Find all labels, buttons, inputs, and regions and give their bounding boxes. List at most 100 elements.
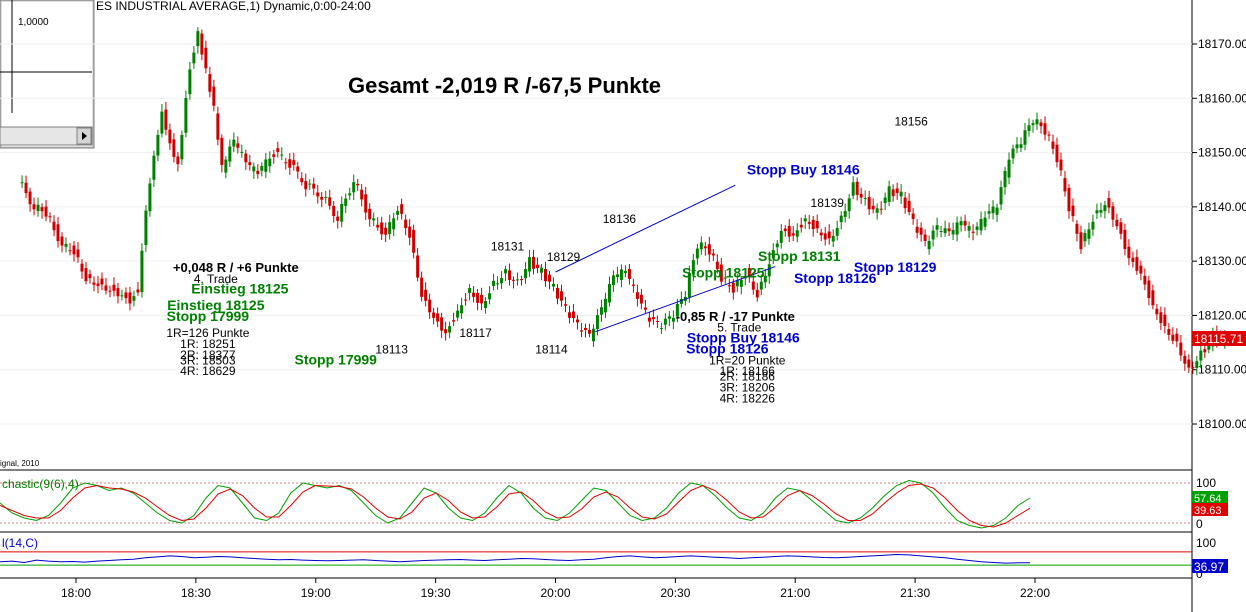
candle-body [1179,342,1183,356]
annotation-label: 3R: 18206 [720,380,776,394]
candle-body [763,275,767,283]
candle-body [460,305,464,314]
candle-body [392,218,396,230]
annotation-label: 4R: 18226 [720,391,776,405]
candle-body [140,250,144,293]
signal-label: ignal, 2010 [0,459,40,468]
candle-body [1103,205,1107,212]
candle-body [623,270,627,274]
trend-channel [555,184,776,333]
candle-body [1019,144,1023,148]
candle-body [276,148,280,152]
candle-body [883,197,887,204]
candle-body [200,33,204,55]
candle-body [348,193,352,196]
candle-body [1051,141,1055,149]
candle-body [675,303,679,317]
candle-body [811,219,815,230]
annotation-label: 18114 [535,342,568,356]
candle-body [36,204,40,212]
candle-body [1067,187,1071,212]
candle-body [544,268,548,282]
annotation-label: 18117 [459,326,492,340]
candle-body [571,311,575,319]
candle-body [40,207,44,212]
candle-body [464,299,468,301]
candle-body [1207,344,1211,350]
candle-body [20,182,24,184]
rsi-value: 36.97 [1194,560,1224,574]
candle-body [52,221,56,231]
stochastic-scale-bottom: 0 [1196,517,1203,531]
candle-body [164,109,168,130]
candle-body [528,257,532,272]
rsi-value-tag [1192,559,1228,573]
candle-body [867,197,871,210]
candle-body [907,200,911,213]
candle-body [400,204,404,214]
candle-body [484,301,488,309]
inset-scrollbar[interactable] [0,126,93,146]
stochastic-red-value: 39.63 [1194,505,1222,517]
candle-body [651,317,655,320]
candle-body [284,162,288,164]
candle-body [472,292,476,297]
time-tick-label: 20:30 [660,586,690,600]
rsi-scale-bottom: 0 [1196,567,1203,581]
candle-body [384,227,388,235]
candle-body [871,205,875,210]
candle-body [28,191,32,205]
candle-body [180,134,184,160]
candle-body [184,98,188,133]
time-tick-label: 18:30 [181,586,211,600]
candle-body [420,277,424,297]
candle-body [903,197,907,209]
candle-body [947,228,951,232]
candle-body [631,284,635,286]
stochastic-red-tag [1192,503,1228,516]
candle-body [208,74,212,92]
candle-body [192,52,196,64]
candle-body [380,222,384,235]
candle-body [1131,257,1135,262]
candle-body [436,313,440,322]
candle-body [332,205,336,217]
candle-body [599,307,603,315]
annotation-label: 1R=126 Punkte [166,326,249,340]
candle-body [1119,222,1123,234]
candle-body [364,194,368,213]
candle-body [432,312,436,318]
annotation-label: Einstieg 18125 [191,281,288,297]
candle-body [959,221,963,226]
candle-body [248,162,252,165]
candle-body [995,207,999,215]
candle-body [88,274,92,279]
candle-body [524,269,528,279]
annotation-label: Stopp Buy 18146 [687,330,800,346]
annotation-label: 2R: 18377 [180,348,236,362]
scroll-right-icon [82,132,87,140]
candle-body [663,318,667,325]
candle-body [1035,119,1039,125]
candle-body [220,137,224,165]
candle-body [1083,233,1087,242]
candle-body [1003,170,1007,188]
candle-body [635,292,639,299]
candle-body [795,230,799,237]
candle-body [512,279,516,281]
candle-body [751,281,755,290]
candle-body [1079,232,1083,250]
candle-body [891,189,895,197]
candle-body [991,206,995,214]
candle-body [496,283,500,285]
candle-body [360,189,364,200]
candle-body [1055,144,1059,163]
candle-body [855,181,859,195]
annotation-label: Stopp 17999 [167,308,250,324]
candle-body [280,154,284,156]
candle-body [212,86,216,106]
candle-body [324,197,328,199]
candle-body [172,139,176,157]
candle-body [288,159,292,168]
candle-body [424,289,428,301]
